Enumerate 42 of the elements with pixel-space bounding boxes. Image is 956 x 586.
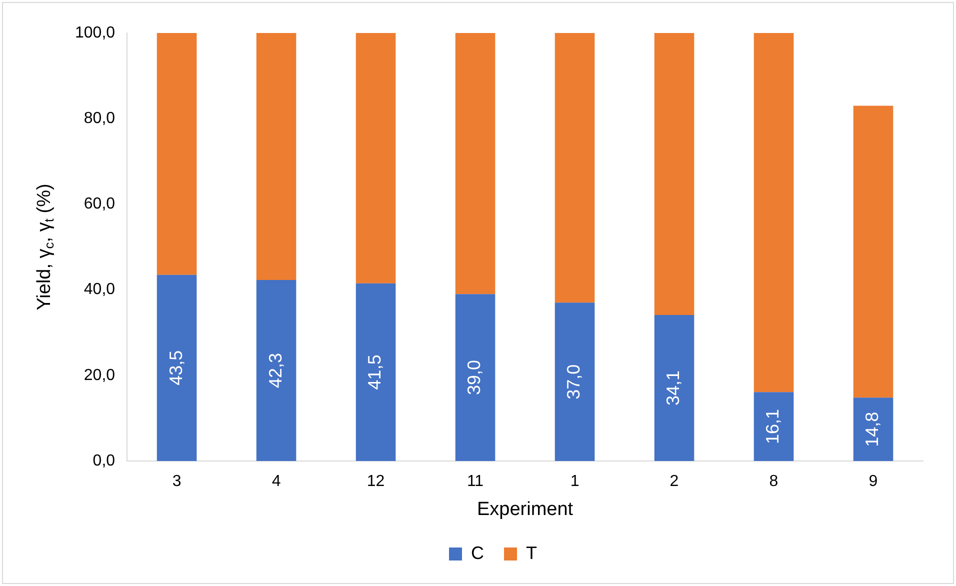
x-axis-title: Experiment <box>476 498 574 520</box>
x-tick-label: 11 <box>466 473 484 490</box>
x-tick-label: 4 <box>272 473 281 490</box>
data-label: 37,0 <box>564 364 584 400</box>
bar <box>554 33 595 303</box>
data-label: 14,8 <box>862 412 882 447</box>
y-tick-label: 100,0 <box>74 24 116 42</box>
bar <box>754 33 794 392</box>
bar <box>156 33 197 275</box>
bar <box>156 274 197 461</box>
y-tick-label: 40,0 <box>84 281 116 298</box>
bar <box>754 392 794 461</box>
bar <box>853 398 894 461</box>
bar <box>853 106 894 398</box>
x-tick-label: 12 <box>366 473 385 490</box>
data-label: 16,1 <box>762 409 783 444</box>
data-label: 42,3 <box>265 352 286 388</box>
y-axis-title: Yield, γc, γt (%) <box>34 184 57 310</box>
bar <box>554 302 595 461</box>
x-tick-label: 9 <box>868 473 878 490</box>
data-label: 39,0 <box>464 360 484 396</box>
y-tick-label: 80,0 <box>84 110 116 128</box>
y-tick-label: 60,0 <box>84 196 116 213</box>
bar <box>654 33 694 316</box>
x-tick-label: 2 <box>670 473 679 490</box>
data-label: 43,5 <box>166 350 186 386</box>
x-tick-label: 3 <box>172 473 182 490</box>
bar <box>256 280 296 461</box>
legend-label: T <box>526 542 537 563</box>
bar <box>256 33 296 280</box>
x-tick-label: 1 <box>570 473 580 490</box>
bar <box>455 294 496 461</box>
bar <box>356 283 396 461</box>
bar <box>356 33 396 284</box>
x-tick-label: 8 <box>769 473 778 490</box>
y-tick-label: 0,0 <box>92 452 116 470</box>
y-tick-label: 20,0 <box>84 366 116 384</box>
bar <box>654 315 694 461</box>
bar <box>455 33 496 294</box>
data-label: 34,1 <box>663 370 684 406</box>
legend-label: C <box>471 542 484 563</box>
data-label: 41,5 <box>364 354 385 390</box>
